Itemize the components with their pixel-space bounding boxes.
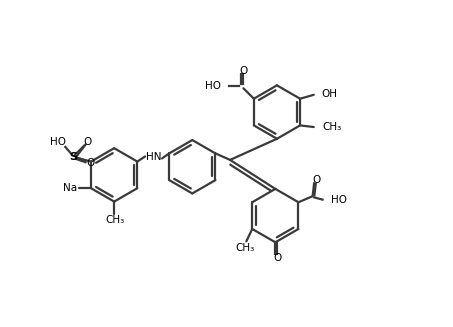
Text: CH₃: CH₃ <box>322 122 342 132</box>
Text: Na: Na <box>63 182 77 193</box>
Text: O: O <box>84 137 92 147</box>
Text: CH₃: CH₃ <box>105 215 125 225</box>
Text: HN: HN <box>146 152 161 162</box>
Text: CH₃: CH₃ <box>236 243 255 253</box>
Text: S: S <box>69 152 77 162</box>
Text: O: O <box>239 66 247 76</box>
Text: O: O <box>274 253 282 263</box>
Text: O: O <box>312 175 321 185</box>
Text: HO: HO <box>50 137 67 147</box>
Text: HO: HO <box>331 195 347 205</box>
Text: OH: OH <box>321 89 337 99</box>
Text: HO: HO <box>205 81 221 91</box>
Text: O: O <box>86 158 95 168</box>
